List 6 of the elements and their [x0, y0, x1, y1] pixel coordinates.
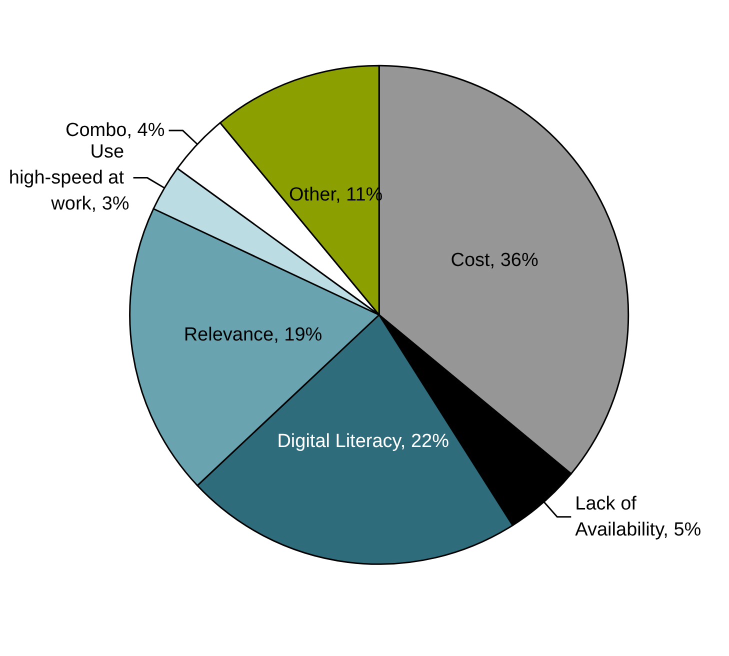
slice-label: Combo, 4% — [66, 120, 165, 142]
slice-label: Cost, 36% — [450, 250, 538, 272]
slice-label: Relevance, 19% — [184, 324, 322, 346]
slice-label: Digital Literacy, 22% — [277, 431, 450, 452]
slice-label: Use high-speed at work, 3% — [8, 141, 130, 214]
slice-label: Lack of Availability, 5% — [575, 493, 702, 540]
